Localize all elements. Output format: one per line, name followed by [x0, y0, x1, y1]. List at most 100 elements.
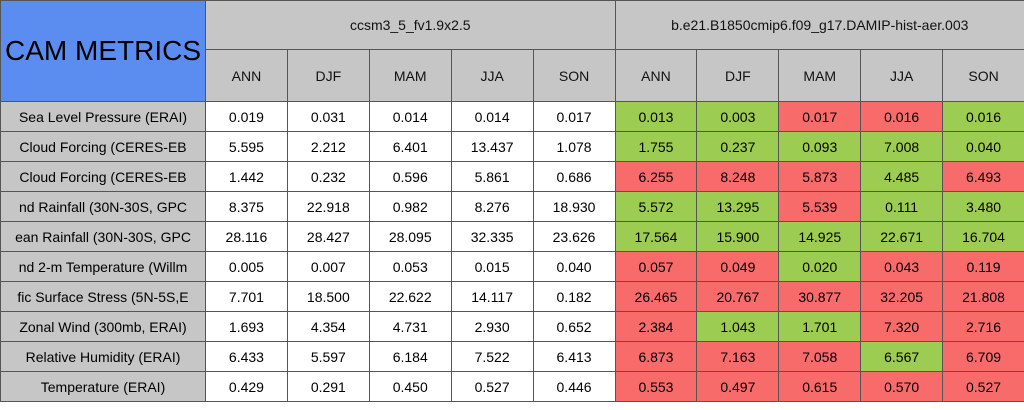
metric-value: 0.013 — [614, 101, 698, 132]
metric-value: 0.982 — [368, 191, 452, 222]
metric-value: 22.671 — [860, 221, 944, 252]
metric-row: Relative Humidity (ERAI) 6.433 5.597 6.184 7… — [0, 341, 1024, 372]
metric-row: Cloud Forcing (CERES-EB 5.595 2.212 6.401 13… — [0, 131, 1024, 162]
metric-value: 14.117 — [450, 281, 534, 312]
metric-value: 0.111 — [860, 191, 944, 222]
season-header: DJF — [696, 49, 780, 102]
metric-value: 15.900 — [696, 221, 780, 252]
metric-row: nd Rainfall (30N-30S, GPC 8.375 22.918 0.98… — [0, 191, 1024, 222]
metric-value: 32.205 — [860, 281, 944, 312]
metric-value: 13.295 — [696, 191, 780, 222]
metric-value: 6.401 — [368, 131, 452, 162]
metric-row: Temperature (ERAI) 0.429 0.291 0.450 0.527 0.… — [0, 371, 1024, 402]
metric-value: 0.686 — [532, 161, 616, 192]
metric-value: 8.248 — [696, 161, 780, 192]
metric-value: 0.040 — [942, 131, 1024, 162]
metric-value: 7.320 — [860, 311, 944, 342]
metric-value: 0.053 — [368, 251, 452, 282]
metric-value: 0.429 — [205, 371, 288, 402]
metric-value: 0.497 — [696, 371, 780, 402]
metric-label: Cloud Forcing (CERES-EB — [0, 161, 206, 192]
group-header: ccsm3_5_fv1.9x2.5 — [205, 0, 616, 50]
metric-value: 7.701 — [205, 281, 288, 312]
metric-value: 30.877 — [778, 281, 862, 312]
metric-value: 6.433 — [205, 341, 288, 372]
metric-value: 1.701 — [778, 311, 862, 342]
metric-value: 7.522 — [450, 341, 534, 372]
metric-value: 0.017 — [778, 101, 862, 132]
metric-value: 13.437 — [450, 131, 534, 162]
metric-row: nd 2-m Temperature (Willm 0.005 0.007 0.053… — [0, 251, 1024, 282]
group-header: b.e21.B1850cmip6.f09_g17.DAMIP-hist-aer.… — [614, 0, 1024, 50]
season-header: DJF — [286, 49, 370, 102]
metric-value: 3.480 — [942, 191, 1024, 222]
metric-row: Zonal Wind (300mb, ERAI) 1.693 4.354 4.731 2… — [0, 311, 1024, 342]
metric-value: 16.704 — [942, 221, 1024, 252]
metric-value: 0.527 — [450, 371, 534, 402]
season-header: JJA — [450, 49, 534, 102]
metric-value: 22.918 — [286, 191, 370, 222]
metric-value: 0.553 — [614, 371, 698, 402]
metric-value: 2.716 — [942, 311, 1024, 342]
metric-value: 17.564 — [614, 221, 698, 252]
metric-row: Cloud Forcing (CERES-EB 1.442 0.232 0.596 5.… — [0, 161, 1024, 192]
metric-value: 7.008 — [860, 131, 944, 162]
metric-value: 2.384 — [614, 311, 698, 342]
table-title: CAM METRICS — [0, 0, 206, 102]
season-header: MAM — [778, 49, 862, 102]
metric-value: 0.093 — [778, 131, 862, 162]
metric-label: ean Rainfall (30N-30S, GPC — [0, 221, 206, 252]
metric-value: 0.615 — [778, 371, 862, 402]
metric-value: 0.652 — [532, 311, 616, 342]
metric-label: Cloud Forcing (CERES-EB — [0, 131, 206, 162]
metric-value: 14.925 — [778, 221, 862, 252]
metric-row: ean Rainfall (30N-30S, GPC 28.116 28.427 28… — [0, 221, 1024, 252]
metric-value: 6.255 — [614, 161, 698, 192]
metric-value: 0.049 — [696, 251, 780, 282]
metric-value: 0.040 — [532, 251, 616, 282]
metric-value: 26.465 — [614, 281, 698, 312]
metric-value: 18.500 — [286, 281, 370, 312]
metric-value: 8.276 — [450, 191, 534, 222]
metric-value: 4.485 — [860, 161, 944, 192]
metric-value: 0.043 — [860, 251, 944, 282]
metric-value: 6.493 — [942, 161, 1024, 192]
metric-value: 0.005 — [205, 251, 288, 282]
metric-value: 6.873 — [614, 341, 698, 372]
season-header: MAM — [368, 49, 452, 102]
metric-value: 5.539 — [778, 191, 862, 222]
metric-value: 1.043 — [696, 311, 780, 342]
metric-value: 28.116 — [205, 221, 288, 252]
metric-value: 22.622 — [368, 281, 452, 312]
metric-value: 5.873 — [778, 161, 862, 192]
metric-value: 5.861 — [450, 161, 534, 192]
metric-value: 0.057 — [614, 251, 698, 282]
metric-value: 0.527 — [942, 371, 1024, 402]
metric-value: 32.335 — [450, 221, 534, 252]
metric-value: 0.596 — [368, 161, 452, 192]
metric-value: 6.567 — [860, 341, 944, 372]
metric-value: 2.212 — [286, 131, 370, 162]
metric-row: Sea Level Pressure (ERAI) 0.019 0.031 0.014… — [0, 101, 1024, 132]
metric-label: nd 2-m Temperature (Willm — [0, 251, 206, 282]
metric-value: 6.709 — [942, 341, 1024, 372]
metric-value: 1.755 — [614, 131, 698, 162]
metric-value: 0.016 — [860, 101, 944, 132]
season-header: ANN — [205, 49, 288, 102]
metric-value: 6.413 — [532, 341, 616, 372]
metric-value: 21.808 — [942, 281, 1024, 312]
metric-value: 0.031 — [286, 101, 370, 132]
season-header: JJA — [860, 49, 944, 102]
season-header: SON — [532, 49, 616, 102]
metric-value: 0.450 — [368, 371, 452, 402]
metric-label: Sea Level Pressure (ERAI) — [0, 101, 206, 132]
metric-label: nd Rainfall (30N-30S, GPC — [0, 191, 206, 222]
metric-value: 0.232 — [286, 161, 370, 192]
season-header: SON — [942, 49, 1024, 102]
metric-label: Relative Humidity (ERAI) — [0, 341, 206, 372]
metric-label: Zonal Wind (300mb, ERAI) — [0, 311, 206, 342]
metric-value: 5.597 — [286, 341, 370, 372]
season-header: ANN — [614, 49, 698, 102]
metric-value: 1.078 — [532, 131, 616, 162]
